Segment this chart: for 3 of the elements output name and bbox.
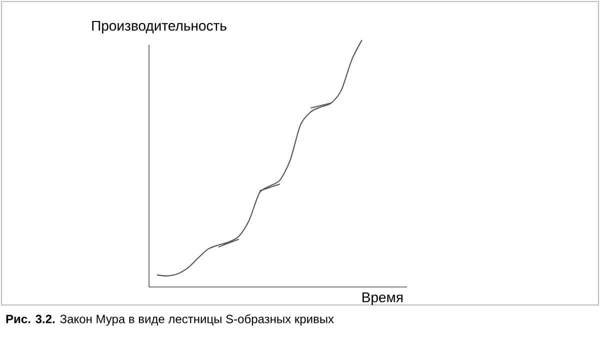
text: Рис. 3.2. Закон Мура в виде лестницы S-образных кривых: [6, 314, 334, 326]
x-axis-title: Время: [362, 292, 403, 306]
y-axis-title: Производительность: [92, 20, 226, 34]
